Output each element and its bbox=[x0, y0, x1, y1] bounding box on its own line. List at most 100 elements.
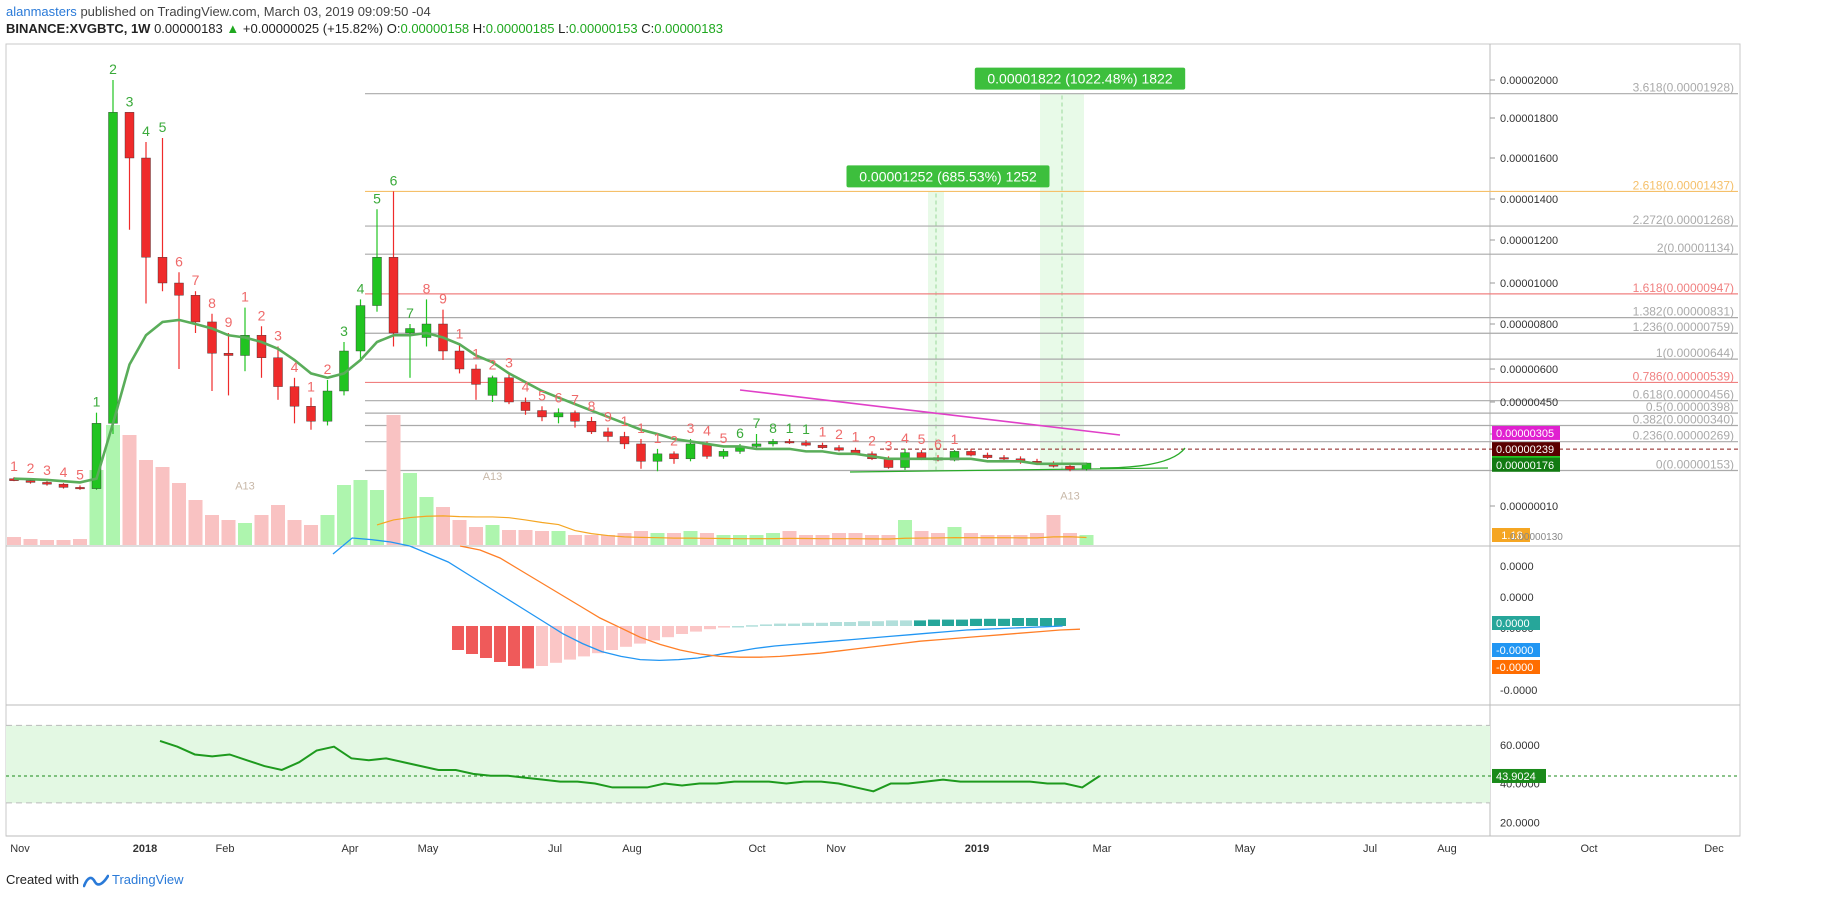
time-tick-label: Nov bbox=[826, 843, 846, 855]
measure-label-bg bbox=[846, 165, 1050, 188]
rsi-tick-label: 20.0000 bbox=[1500, 817, 1540, 829]
macd-histogram-bar bbox=[1012, 618, 1024, 626]
volume-bar bbox=[650, 533, 665, 545]
macd-histogram-bar bbox=[732, 626, 744, 628]
volume-bar bbox=[617, 533, 632, 545]
macd-tag-text: 0.0000 bbox=[1496, 618, 1530, 630]
candle-body bbox=[322, 390, 333, 422]
ohlc-open: 0.00000158 bbox=[400, 21, 470, 36]
fib-level-label: 3.618(0.00001928) bbox=[1633, 81, 1734, 95]
created-with-text: Created with bbox=[6, 872, 79, 887]
fib-level-label: 0.382(0.00000340) bbox=[1633, 412, 1734, 426]
td-count-label: 4 bbox=[703, 422, 711, 438]
td-count-label: 4 bbox=[901, 430, 909, 446]
td-count-label: 6 bbox=[175, 253, 183, 269]
td-count-label: 1 bbox=[10, 458, 18, 474]
volume-bar bbox=[73, 539, 87, 545]
macd-histogram-bar bbox=[774, 623, 786, 626]
macd-axis: 0.00000.00000.0000-0.00000.0000-0.0000-0… bbox=[1492, 561, 1540, 697]
candle-body bbox=[999, 457, 1009, 460]
macd-histogram-bar bbox=[718, 626, 730, 628]
ema-line bbox=[13, 318, 1087, 484]
td-count-label: 7 bbox=[406, 305, 414, 321]
author-link[interactable]: alanmasters bbox=[6, 4, 77, 19]
last-price: 0.00000183 bbox=[154, 21, 223, 36]
fib-level-label: 0.618(0.00000456) bbox=[1633, 388, 1734, 402]
td-setup-label: A13 bbox=[483, 471, 503, 483]
td-count-label: 1 bbox=[472, 346, 480, 362]
volume-bar bbox=[799, 535, 813, 545]
time-tick-label: Dec bbox=[1704, 843, 1724, 855]
td-count-label: 1 bbox=[819, 424, 827, 440]
time-tick-label: 2018 bbox=[133, 843, 157, 855]
candle-body bbox=[916, 452, 927, 458]
macd-histogram-bar bbox=[648, 626, 660, 641]
macd-histogram-bar bbox=[970, 618, 982, 626]
candle-body bbox=[504, 377, 514, 403]
candle-body bbox=[91, 423, 102, 489]
volume-bar bbox=[881, 535, 896, 545]
candle-body bbox=[471, 368, 481, 385]
trendline bbox=[739, 389, 1121, 436]
price-tag: 0.00000176 bbox=[1492, 457, 1560, 472]
volume-bar bbox=[353, 480, 368, 545]
volume-bar bbox=[1030, 533, 1044, 545]
td-setup-label: A13 bbox=[1060, 491, 1080, 503]
price-tick-label: 0.00002000 bbox=[1500, 75, 1558, 87]
candle-body bbox=[207, 321, 217, 354]
volume-bar bbox=[584, 535, 599, 545]
macd-tag-bg bbox=[1492, 660, 1540, 674]
macd-histogram-bar bbox=[1026, 618, 1038, 626]
volume-bar bbox=[485, 525, 500, 545]
macd-histogram-bar bbox=[704, 626, 716, 630]
td-count-label: 4 bbox=[291, 359, 299, 375]
candle-body bbox=[256, 335, 267, 358]
volume-bar bbox=[518, 530, 533, 545]
macd-tag: -0.0000 bbox=[1492, 660, 1540, 674]
td-count-label: 5 bbox=[159, 119, 167, 135]
candle-body bbox=[223, 353, 234, 356]
price-tag-bg bbox=[1492, 442, 1560, 457]
volume-bar bbox=[568, 535, 582, 545]
fib-level-label: 0(0.00000153) bbox=[1656, 457, 1734, 471]
volume-bar bbox=[403, 473, 417, 545]
td-count-label: 1 bbox=[802, 421, 810, 437]
volume-bar bbox=[947, 527, 962, 545]
td-count-label: 1 bbox=[654, 430, 662, 446]
macd-tag: 0.0000 bbox=[1492, 616, 1540, 630]
macd-histogram-bar bbox=[452, 626, 464, 650]
measure-label-text: 0.00001252 (685.53%) 1252 bbox=[859, 168, 1037, 184]
candle-body bbox=[784, 441, 795, 444]
td-count-label: 1 bbox=[93, 394, 101, 410]
volume-bar bbox=[1079, 535, 1094, 545]
candle-body bbox=[388, 257, 399, 334]
macd-signal-line bbox=[459, 545, 1081, 658]
volume-bar bbox=[964, 533, 978, 545]
macd-line bbox=[332, 537, 1063, 662]
price-tag-bg bbox=[1492, 425, 1560, 440]
candle-body bbox=[669, 453, 679, 460]
candle-body bbox=[58, 483, 69, 488]
volume-bar bbox=[172, 483, 186, 545]
macd-histogram-bar bbox=[830, 622, 842, 626]
macd-tag-text: -0.0000 bbox=[1496, 645, 1533, 657]
time-tick-label: May bbox=[1235, 843, 1256, 855]
price-tick-label: 0.00000600 bbox=[1500, 364, 1558, 376]
fib-level-label: 0.786(0.00000539) bbox=[1633, 369, 1734, 383]
td-count-label: 1 bbox=[852, 429, 860, 445]
fib-level-label: 1.382(0.00000831) bbox=[1633, 305, 1734, 319]
price-tag-text: 0.00000176 bbox=[1496, 460, 1554, 472]
tradingview-link[interactable]: TradingView bbox=[112, 872, 184, 887]
macd-tick-label: -0.0000 bbox=[1500, 685, 1537, 697]
td-count-label: 1 bbox=[786, 420, 794, 436]
macd-histogram-bar bbox=[690, 626, 702, 632]
volume-bar bbox=[815, 535, 830, 545]
macd-tag-bg bbox=[1492, 643, 1540, 657]
candle-body bbox=[586, 421, 597, 433]
td-count-label: 5 bbox=[918, 431, 926, 447]
publish-line: alanmasters published on TradingView.com… bbox=[6, 4, 431, 20]
rsi-tick-label: 60.0000 bbox=[1500, 740, 1540, 752]
time-tick-label: Mar bbox=[1093, 843, 1112, 855]
